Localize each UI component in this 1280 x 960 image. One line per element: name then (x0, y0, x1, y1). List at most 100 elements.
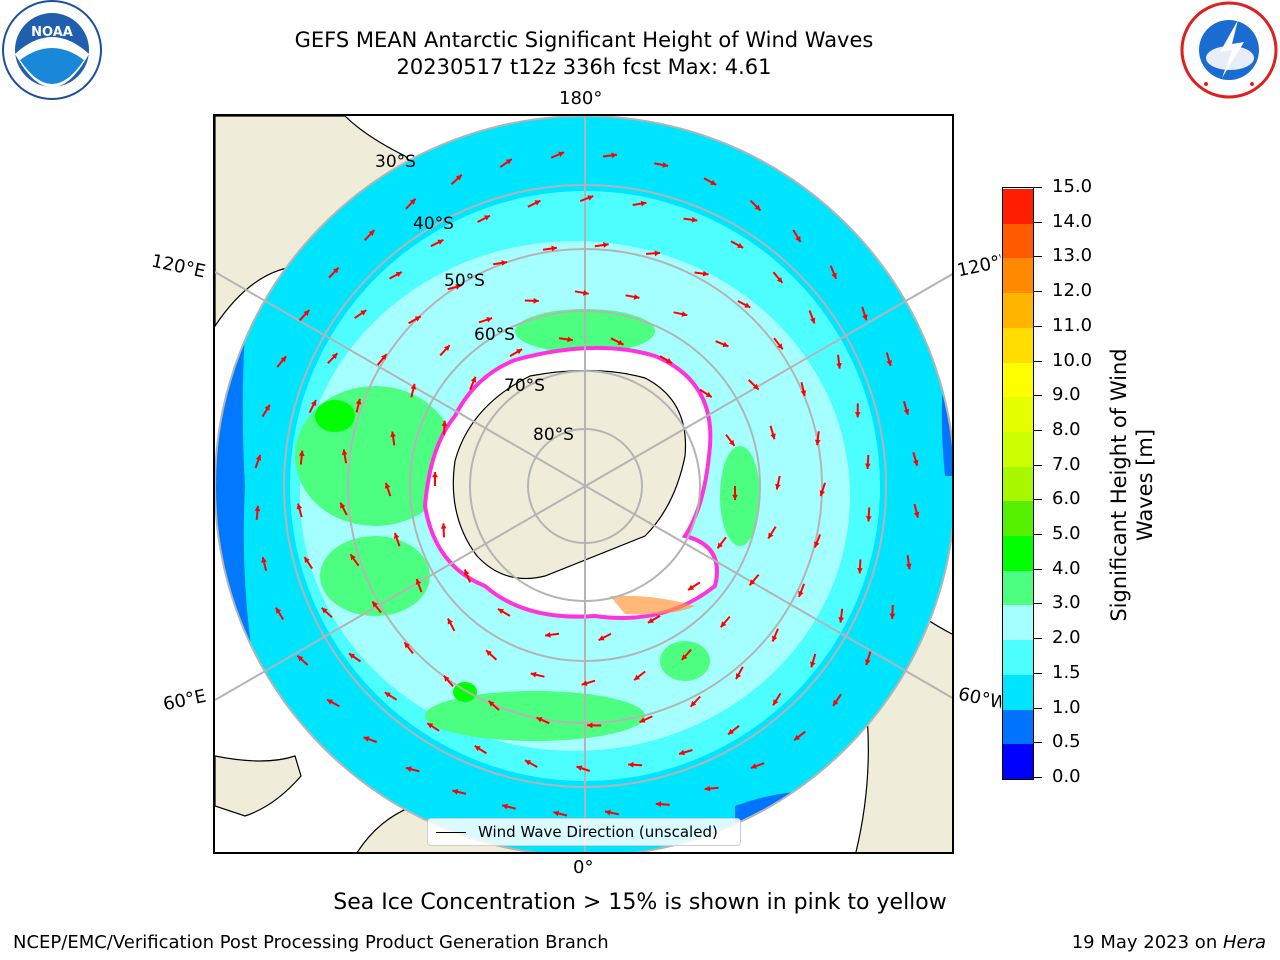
wave-direction-arrow-head (264, 404, 270, 411)
wave-direction-arrow-head (464, 569, 470, 576)
wave-direction-arrow-head (772, 635, 778, 642)
wave-direction-arrow-head (393, 532, 400, 539)
wave-direction-arrow-head (437, 239, 444, 245)
colorbar-segment (1003, 292, 1033, 328)
wave-direction-arrow-head (384, 482, 391, 489)
wave-direction-arrow-head (533, 297, 539, 304)
wave-direction-arrow-head (903, 408, 910, 415)
footer-credit: NCEP/EMC/Verification Post Processing Pr… (13, 932, 609, 953)
colorbar-tick-label: 0.0 (1052, 766, 1081, 787)
wave-direction-arrow-head (447, 618, 453, 625)
wave-direction-arrow-head (838, 617, 844, 623)
wave-direction-arrow-head (551, 245, 557, 252)
lon-label-60e: 60°E (161, 685, 208, 716)
wave-direction-arrow-head (913, 511, 920, 518)
colorbar-tick (1034, 568, 1042, 570)
wave-direction-arrow-head (298, 450, 305, 457)
wave-direction-arrow-head (587, 722, 593, 729)
wave-direction-arrow-head (486, 317, 493, 323)
colorbar-segment (1003, 188, 1033, 224)
lon-label-0: 0° (573, 857, 594, 878)
wave-direction-arrow-head (505, 159, 512, 165)
lat-label-50s: 50°S (444, 271, 485, 291)
lat-label-70s: 70°S (504, 376, 545, 396)
colorbar-tick (1034, 777, 1042, 778)
wave-direction-arrow-head (350, 554, 356, 561)
wave-direction-arrow-head (553, 810, 560, 817)
wave-direction-arrow-head (691, 216, 698, 223)
wave-direction-arrow-head (736, 673, 742, 680)
wave-direction-arrow-head (333, 267, 339, 274)
wave-direction-arrow-head (865, 516, 872, 522)
noaa-logo: NOAA (2, 0, 102, 100)
polar-map (215, 116, 952, 852)
wave-direction-arrow-head (814, 541, 820, 548)
wave-direction-arrow-head (639, 717, 646, 723)
wave-direction-arrow-head (415, 578, 422, 585)
wave-direction-arrow-head (349, 653, 355, 659)
footer-date: 19 May 2023 on Hera (1072, 932, 1266, 953)
lon-label-60w: 60°W (956, 683, 1004, 714)
wave-direction-arrow-head (810, 317, 816, 324)
colorbar-title-line1: Significant Height of Wind (1107, 348, 1131, 622)
sea-ice-note: Sea Ice Concentration > 15% is shown in … (333, 890, 947, 915)
wave-direction-arrow-head (502, 803, 508, 810)
wave-direction-arrow-head (395, 272, 402, 277)
wave-direction-arrow-head (655, 801, 662, 807)
colorbar-tick-label: 6.0 (1052, 488, 1081, 510)
wave-direction-arrow-head (427, 723, 434, 729)
wave-direction-arrow-head (275, 607, 282, 614)
wave-direction-arrow-head (831, 272, 837, 279)
wave-direction-arrow-head (280, 356, 287, 363)
colorbar-tick (1034, 221, 1042, 223)
wave-direction-arrow-head (633, 294, 640, 300)
wave-direction-arrow-head (297, 655, 304, 662)
wave-direction-arrow-head (688, 584, 695, 590)
wave-direction-arrow-head (441, 420, 448, 427)
wave-direction-arrow-head (628, 761, 634, 768)
wave-direction-arrow-head (355, 398, 362, 405)
wind-wave-arrows (254, 151, 920, 817)
wave-direction-arrow-head (368, 230, 375, 236)
wave-direction-arrow-head (800, 390, 807, 396)
wave-direction-arrow-head (603, 242, 609, 248)
wave-direction-arrow-head (833, 699, 839, 706)
wave-direction-arrow-head (865, 659, 871, 665)
wave-direction-arrow-head (486, 650, 492, 656)
wave-direction-arrow-head (754, 204, 761, 211)
colorbar-tick-label: 8.0 (1052, 418, 1081, 440)
wave-direction-arrow-head (728, 728, 734, 735)
wave-direction-arrow-head (443, 675, 450, 682)
colorbar-tick (1034, 429, 1042, 431)
wave-direction-arrow-head (545, 632, 551, 638)
footer-host: Hera (1222, 932, 1266, 953)
legend-label: Wind Wave Direction (unscaled) (478, 823, 718, 841)
lat-label-60s: 60°S (474, 325, 515, 345)
wave-direction-arrow-head (432, 472, 438, 478)
colorbar-segment (1003, 743, 1033, 779)
wave-direction-arrow-head (384, 692, 391, 698)
footer-date-text: 19 May 2023 on (1071, 932, 1223, 953)
colorbar-segment (1003, 535, 1033, 571)
wave-direction-arrow-head (720, 621, 727, 628)
wave-direction-arrow-head (525, 760, 531, 766)
wave-direction-arrow-head (647, 617, 654, 623)
wave-direction-arrow-head (303, 310, 310, 316)
colorbar-tick-label: 1.0 (1052, 696, 1081, 718)
wave-direction-arrow-head (798, 590, 804, 597)
map-panel: 30°S 40°S 50°S 60°S 70°S 80°S (213, 114, 954, 854)
map-legend: Wind Wave Direction (unscaled) (427, 818, 741, 846)
wave-direction-arrow-head (913, 459, 919, 466)
wave-direction-arrow-head (501, 260, 507, 266)
colorbar-tick (1034, 672, 1042, 674)
colorbar-tick-label: 12.0 (1052, 280, 1093, 302)
colorbar-tick-label: 7.0 (1052, 453, 1081, 475)
wave-direction-arrow-head (254, 505, 261, 512)
wave-direction-arrow-head (681, 654, 688, 660)
wave-direction-arrow-head (536, 717, 543, 723)
wave-direction-arrow-head (444, 345, 450, 351)
colorbar-tick-label: 9.0 (1052, 384, 1081, 406)
nws-logo (1180, 1, 1278, 99)
wave-direction-arrow-head (732, 494, 738, 500)
wave-direction-arrow-head (617, 339, 624, 345)
